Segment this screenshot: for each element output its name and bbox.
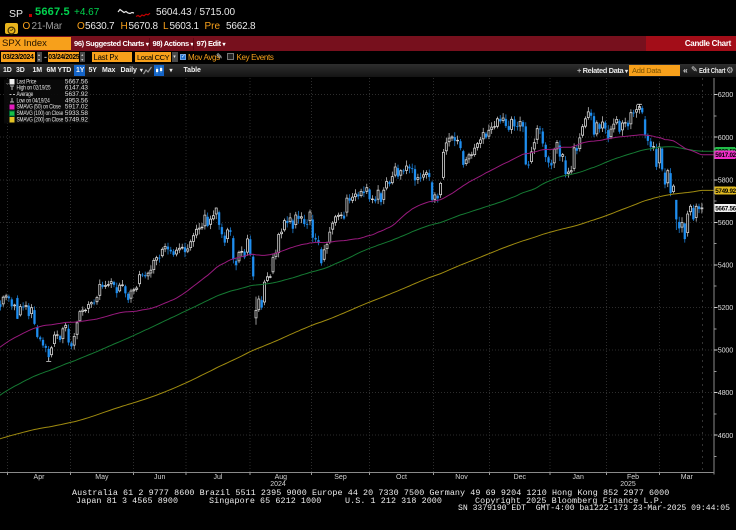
svg-text:5917.02: 5917.02 [65,104,89,111]
svg-text:5200: 5200 [718,303,733,312]
svg-text:2024: 2024 [270,481,286,488]
svg-text:May: May [95,474,109,481]
svg-text:SMAVG (200) on Close: SMAVG (200) on Close [17,117,64,124]
svg-text:4800: 4800 [718,388,733,397]
svg-text:Apr: Apr [34,474,46,481]
svg-text:5600: 5600 [718,218,733,227]
svg-text:4953.56: 4953.56 [65,97,89,104]
svg-text:Dec: Dec [514,474,527,481]
svg-text:5000: 5000 [718,346,733,355]
svg-text:Oct: Oct [396,474,407,481]
svg-text:2025: 2025 [620,481,636,488]
svg-text:Jun: Jun [154,474,165,481]
svg-text:Aug: Aug [275,474,288,481]
svg-text:4600: 4600 [718,431,733,440]
svg-text:Mar: Mar [681,474,694,481]
svg-text:5637.92: 5637.92 [65,91,89,98]
svg-text:5933.58: 5933.58 [65,110,89,117]
svg-text:5667.56: 5667.56 [65,78,89,85]
svg-text:5749.92: 5749.92 [65,116,89,123]
svg-text:6200: 6200 [718,90,733,99]
svg-text:SMAVG (50) on Close: SMAVG (50) on Close [17,104,61,111]
svg-text:Jul: Jul [214,474,223,481]
svg-text:Feb: Feb [627,474,639,481]
svg-text:Average: Average [17,91,34,98]
svg-text:Sep: Sep [334,474,347,481]
svg-text:Nov: Nov [455,474,468,481]
svg-text:6000: 6000 [718,133,733,142]
svg-text:6147.43: 6147.43 [65,85,89,92]
svg-text:Low on 04/19/24: Low on 04/19/24 [17,98,50,105]
svg-text:5917.02: 5917.02 [715,152,736,159]
svg-text:Jan: Jan [573,474,584,481]
svg-text:High on 02/19/25: High on 02/19/25 [17,85,51,92]
svg-text:5400: 5400 [718,261,733,270]
svg-text:Last Price: Last Price [17,79,37,86]
svg-text:SMAVG (100) on Close: SMAVG (100) on Close [17,110,64,117]
svg-text:5749.92: 5749.92 [715,188,736,195]
svg-text:5800: 5800 [718,175,733,184]
svg-text:5667.56: 5667.56 [715,205,736,212]
svg-text:⌄: ⌄ [5,81,10,87]
